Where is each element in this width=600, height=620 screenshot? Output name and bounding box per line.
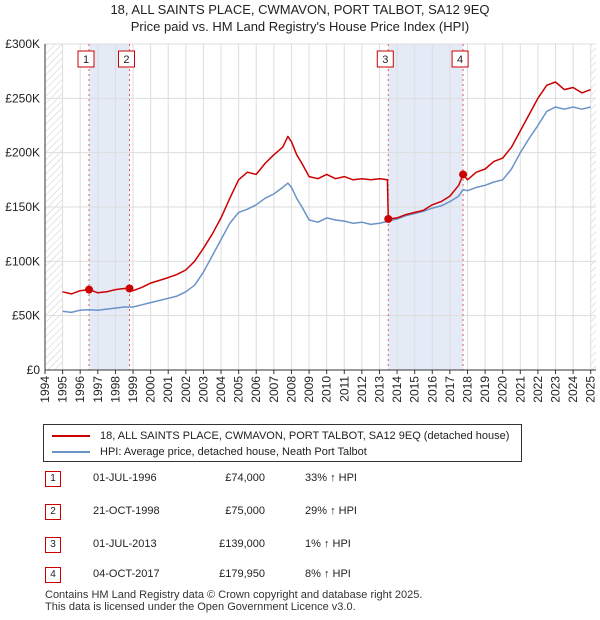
sale-number: 3 bbox=[45, 537, 61, 553]
x-tick-label: 2024 bbox=[566, 376, 580, 403]
y-tick-label: £300K bbox=[5, 37, 40, 51]
sale-price: £74,000 bbox=[225, 472, 265, 484]
x-tick-label: 2023 bbox=[549, 376, 563, 403]
hpi-line bbox=[62, 106, 591, 314]
x-tick-label: 1999 bbox=[126, 376, 140, 403]
x-tick-label: 1997 bbox=[91, 376, 105, 403]
x-tick-label: 2008 bbox=[284, 376, 298, 403]
sale-hpi-change: 8% ↑ HPI bbox=[305, 568, 351, 580]
sale-number: 1 bbox=[45, 471, 61, 487]
legend-swatch-hpi bbox=[52, 451, 90, 453]
sale-label-box bbox=[77, 50, 95, 68]
sale-label-number: 4 bbox=[457, 54, 463, 66]
x-tick-label: 2021 bbox=[513, 376, 527, 403]
legend-item-property: 18, ALL SAINTS PLACE, CWMAVON, PORT TALB… bbox=[52, 428, 509, 444]
x-tick-label: 2010 bbox=[320, 376, 334, 403]
x-tick-label: 2019 bbox=[478, 376, 492, 403]
x-tick-label: 2022 bbox=[531, 376, 545, 403]
x-tick-label: 2014 bbox=[390, 376, 404, 403]
sale-number: 2 bbox=[45, 504, 61, 520]
sale-date: 04-OCT-2017 bbox=[93, 568, 160, 580]
sale-row: 3 01-JUL-2013 £139,000 1% ↑ HPI bbox=[45, 537, 385, 553]
x-tick-label: 2002 bbox=[179, 376, 193, 403]
sale-point bbox=[459, 170, 468, 179]
sale-date: 01-JUL-2013 bbox=[93, 538, 157, 550]
x-tick-label: 2013 bbox=[372, 376, 386, 403]
sale-number: 4 bbox=[45, 567, 61, 583]
x-tick-label: 2006 bbox=[249, 376, 263, 403]
y-tick-label: £150K bbox=[5, 200, 40, 214]
footer-copyright: Contains HM Land Registry data © Crown c… bbox=[45, 589, 423, 601]
x-tick-label: 2005 bbox=[232, 376, 246, 403]
legend-swatch-property bbox=[52, 435, 90, 437]
x-tick-label: 2009 bbox=[302, 376, 316, 403]
sale-point bbox=[85, 285, 94, 294]
x-tick-label: 2007 bbox=[267, 376, 281, 403]
y-tick-label: £100K bbox=[5, 254, 40, 268]
x-tick-label: 2015 bbox=[408, 376, 422, 403]
chart-title: 18, ALL SAINTS PLACE, CWMAVON, PORT TALB… bbox=[110, 2, 490, 17]
sale-price: £179,950 bbox=[219, 568, 265, 580]
x-tick-label: 2018 bbox=[460, 376, 474, 403]
x-tick-label: 2016 bbox=[425, 376, 439, 403]
x-tick-label: 2000 bbox=[144, 376, 158, 403]
sale-hpi-change: 1% ↑ HPI bbox=[305, 538, 351, 550]
sale-date: 21-OCT-1998 bbox=[93, 505, 160, 517]
sale-label-box bbox=[376, 50, 394, 68]
footer-license: This data is licensed under the Open Gov… bbox=[45, 601, 356, 613]
legend: 18, ALL SAINTS PLACE, CWMAVON, PORT TALB… bbox=[43, 424, 522, 462]
legend-label-property: 18, ALL SAINTS PLACE, CWMAVON, PORT TALB… bbox=[100, 430, 510, 442]
x-tick-label: 2017 bbox=[443, 376, 457, 403]
x-tick-label: 1994 bbox=[38, 376, 52, 403]
x-tick-label: 2003 bbox=[196, 376, 210, 403]
sale-label-box bbox=[451, 50, 469, 68]
sale-row: 1 01-JUL-1996 £74,000 33% ↑ HPI bbox=[45, 471, 385, 487]
sale-label-number: 2 bbox=[123, 54, 129, 66]
y-tick-label: £0 bbox=[27, 363, 41, 377]
y-tick-label: £200K bbox=[5, 146, 40, 160]
sale-hpi-change: 33% ↑ HPI bbox=[305, 472, 357, 484]
sale-label-number: 1 bbox=[83, 54, 89, 66]
sale-row: 4 04-OCT-2017 £179,950 8% ↑ HPI bbox=[45, 567, 385, 583]
legend-item-hpi: HPI: Average price, detached house, Neat… bbox=[52, 444, 367, 460]
x-tick-label: 1996 bbox=[73, 376, 87, 403]
x-tick-label: 2025 bbox=[584, 376, 598, 403]
x-tick-label: 2020 bbox=[496, 376, 510, 403]
property-price-line bbox=[62, 81, 591, 295]
sale-hpi-change: 29% ↑ HPI bbox=[305, 505, 357, 517]
sale-date: 01-JUL-1996 bbox=[93, 472, 157, 484]
footer: Contains HM Land Registry data © Crown c… bbox=[45, 589, 422, 613]
sale-label-number: 3 bbox=[382, 54, 388, 66]
y-tick-label: £50K bbox=[12, 309, 40, 323]
x-tick-label: 2004 bbox=[214, 376, 228, 403]
price-chart: 1 2 3 4 £0 £50K £100K £150K £200K £250K £300K 1994 1… bbox=[5, 37, 598, 403]
y-tick-label: £250K bbox=[5, 91, 40, 105]
sale-row: 2 21-OCT-1998 £75,000 29% ↑ HPI bbox=[45, 504, 385, 520]
x-tick-label: 1995 bbox=[56, 376, 70, 403]
x-tick-label: 2011 bbox=[337, 376, 351, 402]
x-tick-label: 1998 bbox=[108, 376, 122, 403]
sale-price: £75,000 bbox=[225, 505, 265, 517]
x-tick-label: 2001 bbox=[161, 376, 175, 403]
sale-price: £139,000 bbox=[219, 538, 265, 550]
legend-label-hpi: HPI: Average price, detached house, Neat… bbox=[100, 446, 367, 458]
sale-point bbox=[384, 214, 393, 223]
x-tick-label: 2012 bbox=[355, 376, 369, 403]
sale-point bbox=[125, 284, 134, 293]
sale-label-box bbox=[117, 50, 135, 68]
chart-subtitle: Price paid vs. HM Land Registry's House … bbox=[130, 19, 470, 34]
